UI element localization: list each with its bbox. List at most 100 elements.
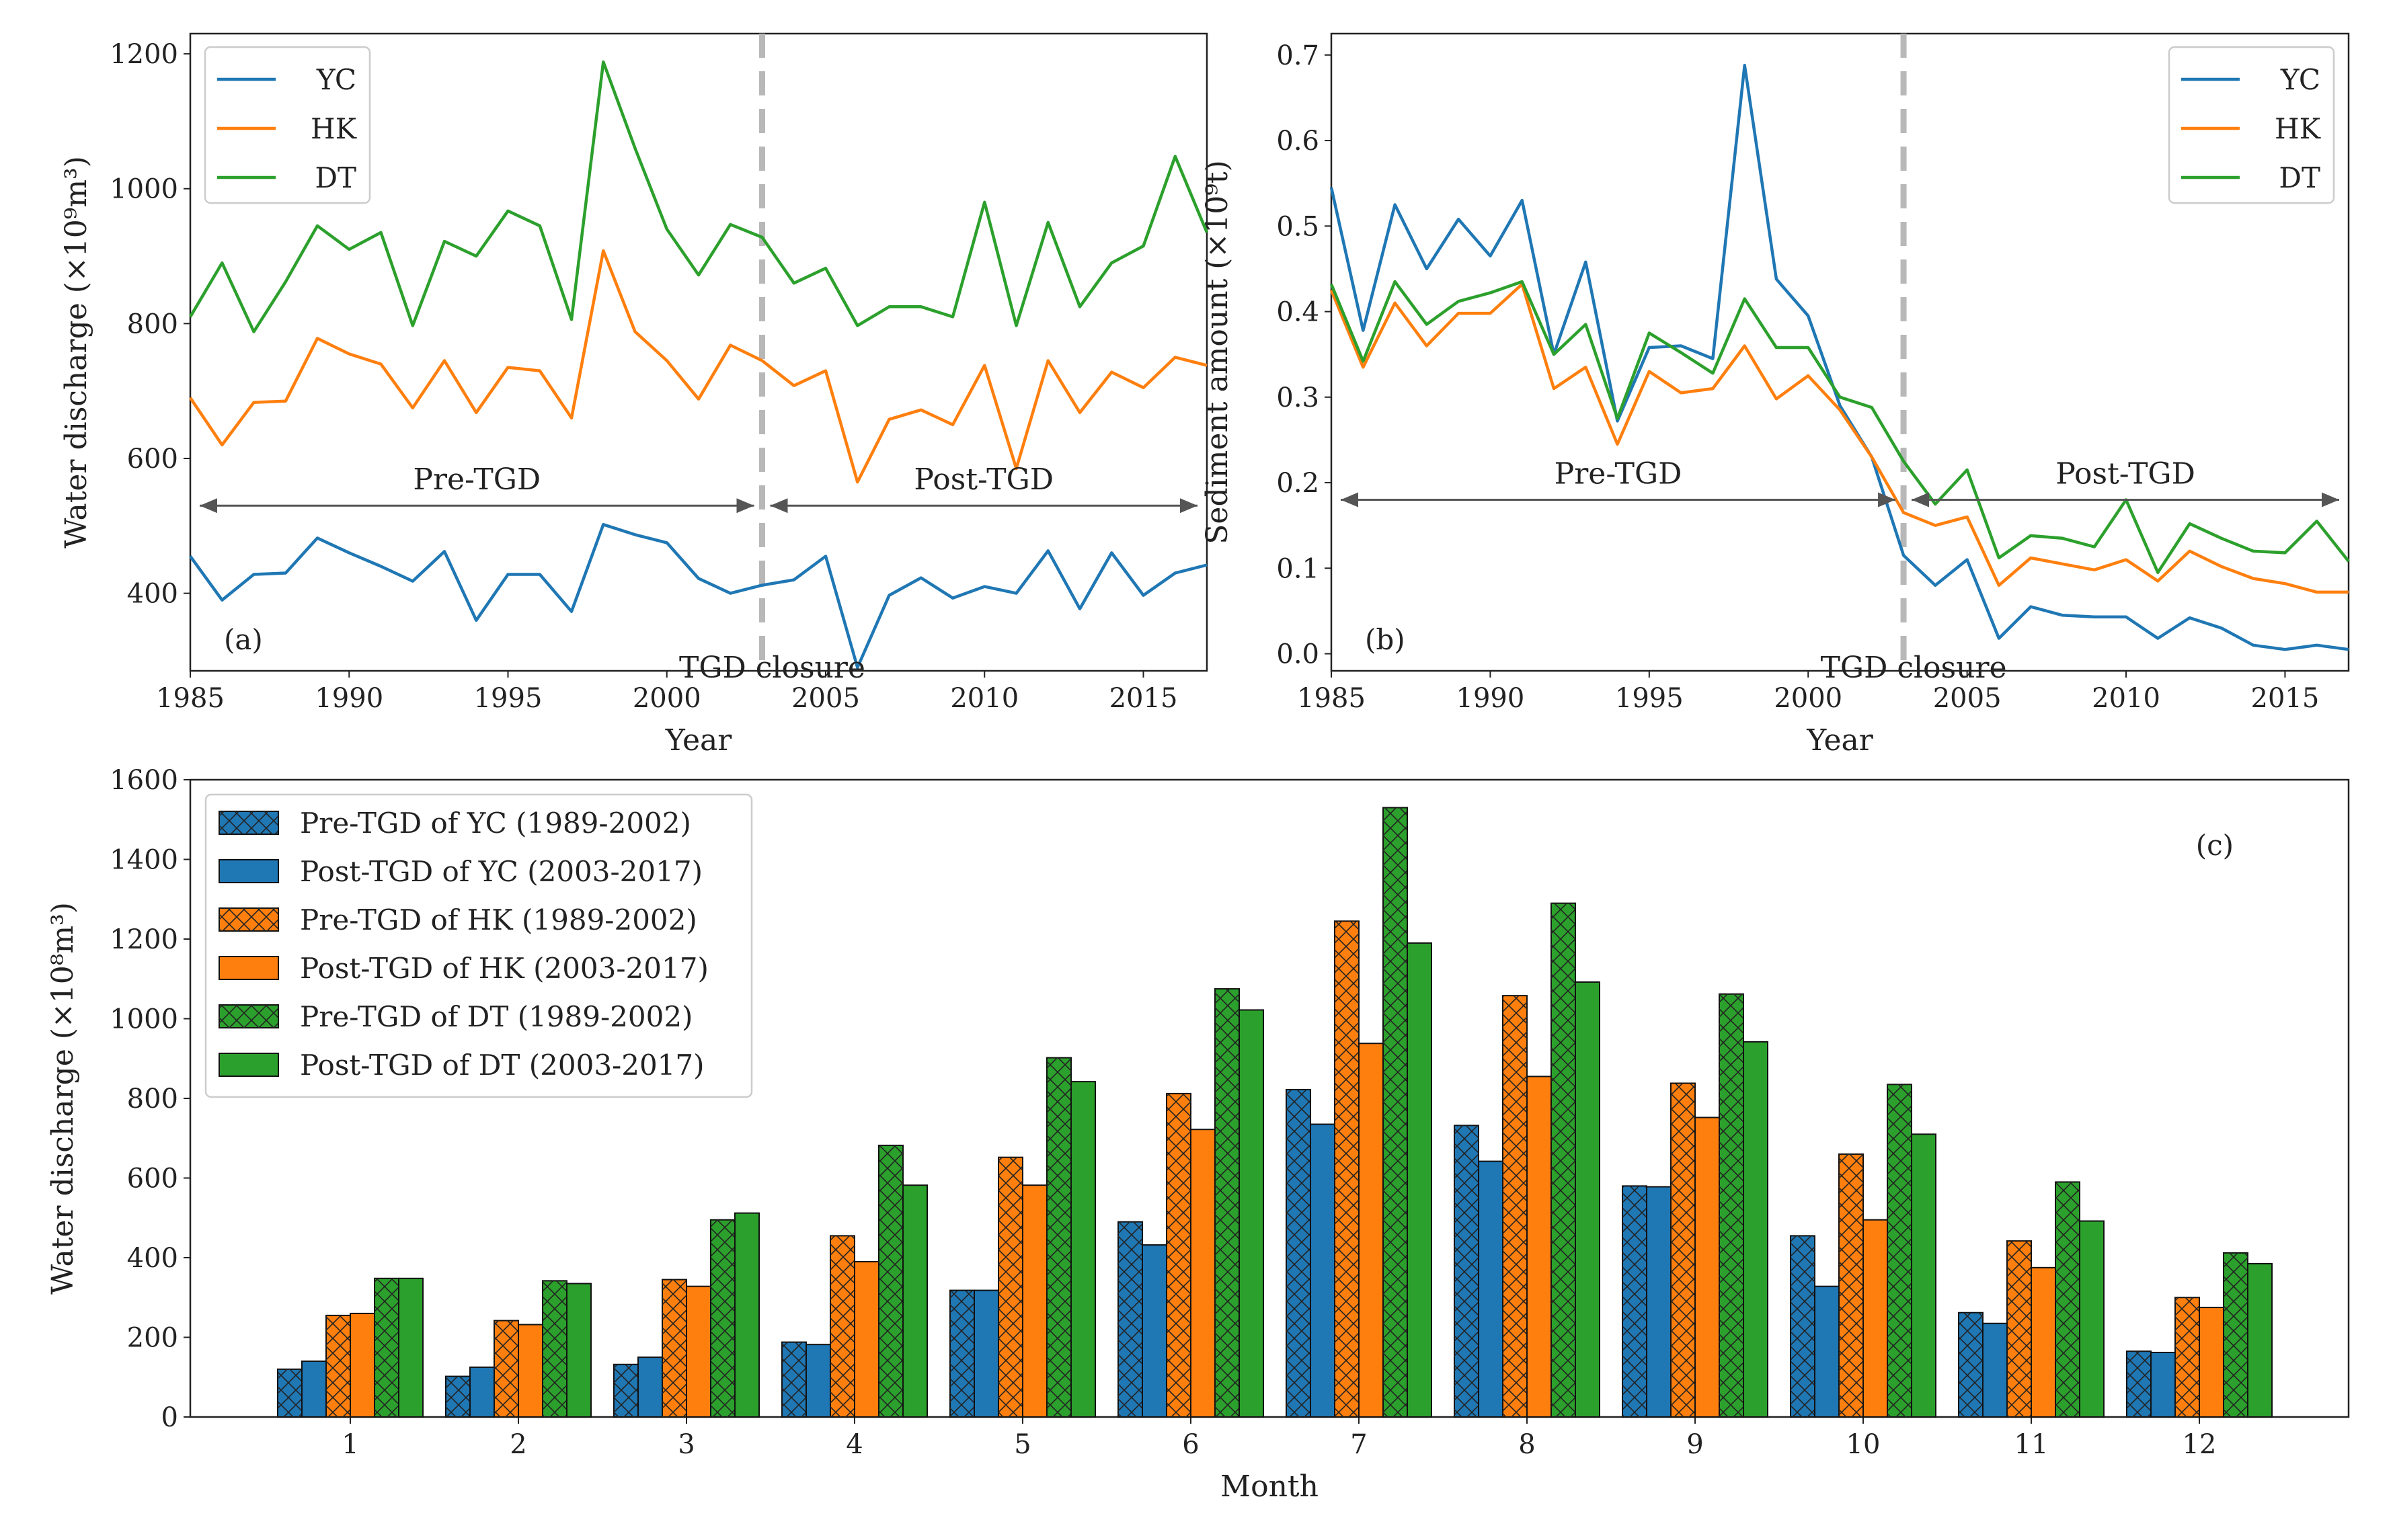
- series-line-yc: [189, 523, 1208, 670]
- bar-5-month-6: [1239, 1009, 1264, 1418]
- y-axis-label: Sediment amount (×10⁹t): [1200, 160, 1234, 544]
- bar-hatch-2-month-11: [2007, 1241, 2031, 1417]
- bar-hatch-2-month-9: [1671, 1083, 1695, 1417]
- plot-frame: [189, 32, 1208, 672]
- bar-5-month-4: [902, 1184, 928, 1418]
- x-tick-label: 2005: [1933, 683, 2002, 714]
- x-tick-label: 8: [1518, 1429, 1535, 1460]
- x-tick-label: 5: [1014, 1429, 1031, 1460]
- legend-swatch-3: [219, 956, 279, 980]
- bar-hatch-0-month-4: [782, 1342, 806, 1417]
- bar-3-month-9: [1694, 1117, 1720, 1418]
- legend-label-1: Post-TGD of YC (2003-2017): [300, 855, 703, 888]
- y-tick-label: 400: [127, 1243, 178, 1274]
- post-tgd-arrow-head-left: [770, 498, 788, 514]
- y-tick-label: 800: [127, 1084, 178, 1115]
- bar-hatch-2-month-4: [830, 1235, 855, 1417]
- legend-box: [2168, 46, 2335, 204]
- x-tick-label: 12: [2183, 1429, 2217, 1460]
- x-tick-label: 1995: [474, 683, 543, 714]
- bar-3-month-3: [686, 1285, 711, 1418]
- bar-hatch-0-month-1: [278, 1369, 302, 1417]
- x-tick-label: 3: [678, 1429, 695, 1460]
- bar-3-month-4: [854, 1260, 879, 1418]
- bar-hatch-2-month-6: [1167, 1093, 1191, 1417]
- y-tick-label: 600: [127, 444, 178, 475]
- bar-3-month-6: [1190, 1129, 1216, 1418]
- legend-swatch-hatch-4: [219, 1005, 278, 1028]
- post-tgd-label: Post-TGD: [914, 462, 1054, 497]
- y-tick-label: 0: [161, 1402, 178, 1433]
- legend-label-0: Pre-TGD of YC (1989-2002): [300, 807, 691, 840]
- bar-hatch-2-month-2: [494, 1320, 518, 1417]
- bar-1-month-4: [806, 1344, 831, 1418]
- bar-hatch-0-month-3: [614, 1364, 638, 1417]
- bar-hatch-0-month-11: [1959, 1312, 1983, 1417]
- legend-swatch-hatch-2: [219, 908, 278, 931]
- bar-hatch-2-month-7: [1335, 921, 1359, 1417]
- y-axis-label: Water discharge (×10⁸m³): [46, 902, 80, 1295]
- bar-1-month-10: [1814, 1285, 1840, 1418]
- pre-tgd-arrow-head-right: [1878, 492, 1896, 508]
- post-tgd-arrow-head-right: [1180, 498, 1198, 514]
- bar-hatch-4-month-3: [711, 1219, 735, 1417]
- x-tick-label: 2000: [1774, 683, 1842, 714]
- bar-5-month-5: [1070, 1081, 1096, 1418]
- y-tick-label: 1600: [110, 765, 178, 796]
- y-tick-label: 0.2: [1276, 468, 1319, 499]
- bar-hatch-4-month-4: [879, 1145, 903, 1417]
- bar-5-month-11: [2079, 1220, 2105, 1418]
- bar-1-month-6: [1142, 1244, 1167, 1418]
- bar-3-month-8: [1526, 1076, 1552, 1418]
- x-axis-label: Month: [1220, 1469, 1319, 1504]
- y-tick-label: 1200: [110, 39, 178, 70]
- bar-hatch-4-month-9: [1719, 994, 1743, 1417]
- legend-swatch-1: [219, 859, 279, 883]
- series-line-yc: [1329, 63, 2349, 651]
- bar-1-month-9: [1646, 1186, 1672, 1418]
- x-tick-label: 11: [2014, 1429, 2049, 1460]
- pre-tgd-arrow-head-left: [1341, 492, 1358, 508]
- bar-hatch-2-month-5: [998, 1157, 1023, 1417]
- y-tick-label: 400: [127, 579, 178, 610]
- legend-swatch-5: [219, 1053, 279, 1077]
- bar-3-month-2: [518, 1324, 543, 1418]
- legend-label-dt: DT: [2279, 161, 2320, 194]
- tgd-closure-label: TGD closure: [679, 651, 865, 685]
- x-tick-label: 10: [1846, 1429, 1881, 1460]
- plot-frame: [1330, 32, 2350, 672]
- legend-label-4: Pre-TGD of DT (1989-2002): [300, 1000, 693, 1033]
- x-tick-label: 1: [342, 1429, 358, 1460]
- panel-label: (a): [224, 623, 263, 656]
- y-tick-label: 200: [127, 1323, 178, 1354]
- bar-hatch-0-month-5: [950, 1290, 974, 1417]
- legend-swatch-hatch-0: [219, 811, 278, 834]
- bar-5-month-10: [1911, 1133, 1936, 1418]
- bar-hatch-2-month-8: [1503, 996, 1527, 1417]
- legend-label-3: Post-TGD of HK (2003-2017): [300, 952, 709, 985]
- bar-1-month-5: [974, 1289, 999, 1418]
- bar-3-month-10: [1862, 1219, 1888, 1418]
- post-tgd-label: Post-TGD: [2055, 457, 2195, 491]
- bar-hatch-4-month-7: [1383, 807, 1407, 1417]
- y-tick-label: 600: [127, 1164, 178, 1194]
- bar-hatch-4-month-5: [1047, 1057, 1071, 1417]
- bar-hatch-4-month-1: [375, 1278, 399, 1417]
- bar-1-month-8: [1478, 1160, 1503, 1418]
- x-tick-label: 4: [846, 1429, 863, 1460]
- bar-hatch-0-month-7: [1286, 1089, 1310, 1417]
- pre-tgd-arrow-head-right: [736, 498, 754, 514]
- bar-5-month-2: [566, 1283, 592, 1418]
- bar-3-month-1: [350, 1312, 375, 1418]
- legend-label-5: Post-TGD of DT (2003-2017): [300, 1049, 705, 1082]
- bar-5-month-7: [1407, 942, 1432, 1418]
- bar-hatch-0-month-10: [1791, 1235, 1815, 1417]
- x-tick-label: 9: [1686, 1429, 1703, 1460]
- y-tick-label: 0.3: [1276, 382, 1319, 413]
- post-tgd-arrow-head-right: [2322, 492, 2339, 508]
- series-line-dt: [189, 60, 1209, 333]
- bar-hatch-0-month-8: [1454, 1125, 1479, 1417]
- x-tick-label: 1990: [315, 683, 383, 714]
- x-tick-label: 2: [510, 1429, 526, 1460]
